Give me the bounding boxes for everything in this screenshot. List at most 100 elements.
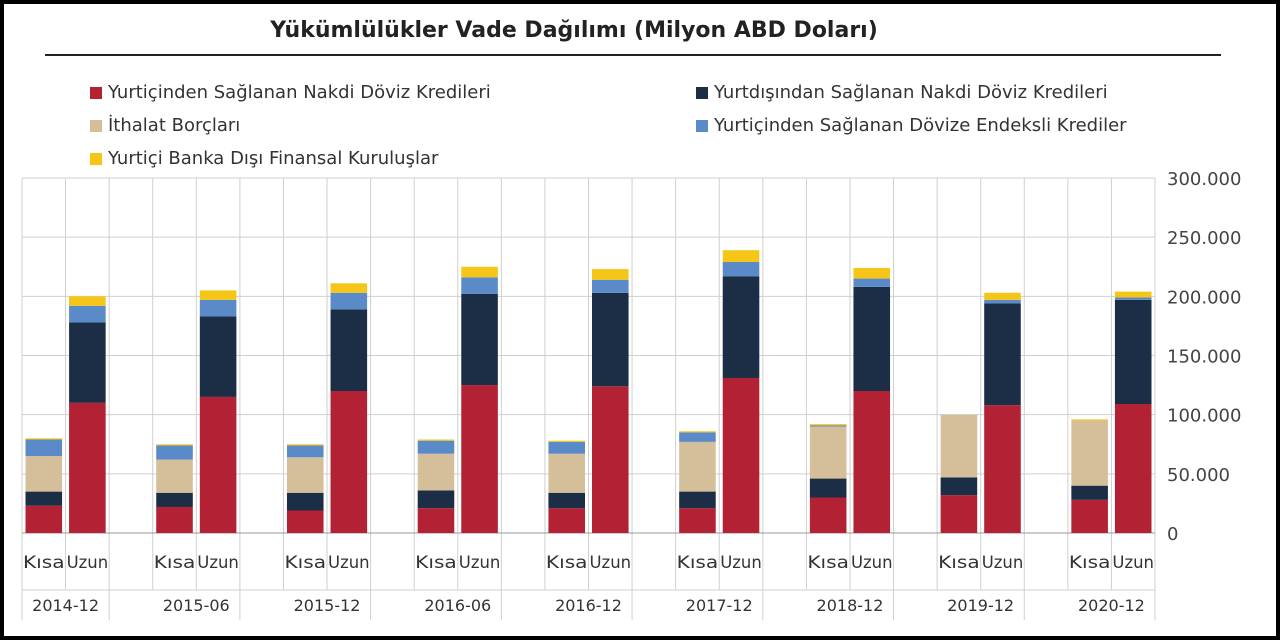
bar-segment — [461, 293, 498, 386]
x-group-label: 2020-12 — [1078, 596, 1145, 615]
y-tick-label: 50.000 — [1167, 465, 1230, 486]
x-group-label: 2014-12 — [32, 596, 99, 615]
legend-swatch — [90, 86, 102, 99]
bar-segment — [809, 497, 847, 533]
title-underline — [45, 54, 1221, 56]
x-group-label: 2018-12 — [817, 596, 884, 615]
bar-segment — [1114, 404, 1152, 533]
bar-segment — [679, 441, 716, 492]
legend-swatch — [696, 119, 708, 132]
legend-item: Yurtiçi Banka Dışı Finansal Kuruluşlar — [90, 148, 438, 169]
x-group-label: 2017-12 — [686, 596, 753, 615]
bar-segment — [853, 391, 891, 533]
bar-segment — [286, 510, 324, 533]
bar-segment — [722, 262, 760, 277]
legend-item: Yurtiçinden Sağlanan Dövize Endeksli Kre… — [696, 115, 1127, 136]
bar-segment — [25, 505, 63, 533]
bar-segment — [1071, 499, 1108, 533]
bar-segment — [1114, 299, 1152, 405]
sub-category-label: Kısa — [284, 553, 326, 573]
bar-segment — [592, 269, 629, 280]
legend-swatch — [90, 119, 102, 132]
bar-segment — [69, 402, 106, 533]
bar-segment — [592, 292, 629, 387]
bar-segment — [1114, 291, 1152, 298]
bar-segment — [461, 277, 498, 294]
bar-segment — [417, 439, 455, 441]
bar-segment — [679, 432, 716, 442]
legend-label: Yurtdışından Sağlanan Nakdi Döviz Kredil… — [714, 82, 1108, 103]
bar-segment — [417, 453, 455, 491]
bar-segment — [156, 459, 193, 493]
bar-segment — [722, 377, 760, 533]
y-tick-label: 0 — [1167, 524, 1178, 545]
legend-label: Yurtiçi Banka Dışı Finansal Kuruluşlar — [108, 148, 439, 169]
x-group-label: 2015-12 — [294, 596, 361, 615]
bar-segment — [156, 445, 193, 460]
bar-segment — [940, 414, 978, 478]
sub-category-label: Kısa — [154, 553, 196, 573]
bar-segment — [156, 506, 193, 533]
x-group-label: 2019-12 — [947, 596, 1014, 615]
bar-segment — [853, 286, 891, 391]
sub-category-label: Uzun — [590, 553, 632, 573]
sub-category-label: Uzun — [1112, 553, 1154, 573]
bar-segment — [548, 440, 585, 442]
sub-category-label: Kısa — [1069, 553, 1111, 573]
legend-item: Yurtiçinden Sağlanan Nakdi Döviz Kredile… — [90, 82, 491, 103]
bar-segment — [199, 299, 237, 317]
bar-segment — [286, 492, 324, 511]
bar-segment — [69, 305, 106, 323]
bar-segment — [69, 296, 106, 306]
bar-segment — [809, 424, 847, 426]
x-group-label: 2015-06 — [163, 596, 230, 615]
bar-segment — [1071, 485, 1108, 500]
y-tick-label: 150.000 — [1167, 347, 1241, 368]
bar-segment — [679, 508, 716, 533]
sub-category-label: Kısa — [938, 553, 980, 573]
bar-segment — [286, 444, 324, 446]
bar-segment — [809, 425, 847, 427]
bar-segment — [940, 477, 978, 496]
bar-segment — [25, 491, 63, 506]
bar-segment — [286, 445, 324, 458]
bar-segment — [984, 405, 1021, 533]
bar-segment — [679, 491, 716, 509]
legend-label: İthalat Borçları — [108, 115, 241, 136]
sub-category-label: Uzun — [67, 553, 109, 573]
sub-category-label: Kısa — [546, 553, 588, 573]
bar-segment — [809, 426, 847, 479]
sub-category-label: Uzun — [197, 553, 239, 573]
bar-segment — [853, 278, 891, 287]
bar-segment — [199, 290, 237, 300]
bar-segment — [417, 440, 455, 454]
bar-segment — [984, 303, 1021, 406]
bar-segment — [1114, 297, 1152, 300]
bar-segment — [461, 385, 498, 533]
bar-segment — [156, 492, 193, 507]
bar-segment — [548, 492, 585, 509]
chart-title: Yükümlülükler Vade Dağılımı (Milyon ABD … — [270, 18, 878, 43]
bar-segment — [984, 299, 1021, 304]
bar-segment — [25, 438, 63, 440]
bar-segment — [853, 267, 891, 279]
legend-item: Yurtdışından Sağlanan Nakdi Döviz Kredil… — [696, 82, 1108, 103]
bar-segment — [199, 316, 237, 397]
sub-category-label: Kısa — [415, 553, 457, 573]
y-tick-label: 200.000 — [1167, 287, 1241, 308]
bar-segment — [330, 391, 368, 533]
bar-segment — [199, 396, 237, 533]
y-tick-label: 100.000 — [1167, 406, 1241, 427]
bar-segment — [722, 250, 760, 263]
x-group-label: 2016-12 — [555, 596, 622, 615]
sub-category-label: Uzun — [851, 553, 893, 573]
bar-segment — [417, 508, 455, 533]
x-group-label: 2016-06 — [424, 596, 491, 615]
bar-segment — [330, 292, 368, 310]
sub-category-label: Uzun — [982, 553, 1024, 573]
sub-category-label: Uzun — [328, 553, 370, 573]
bar-segment — [984, 292, 1021, 300]
bar-segment — [548, 441, 585, 454]
bar-segment — [156, 444, 193, 446]
